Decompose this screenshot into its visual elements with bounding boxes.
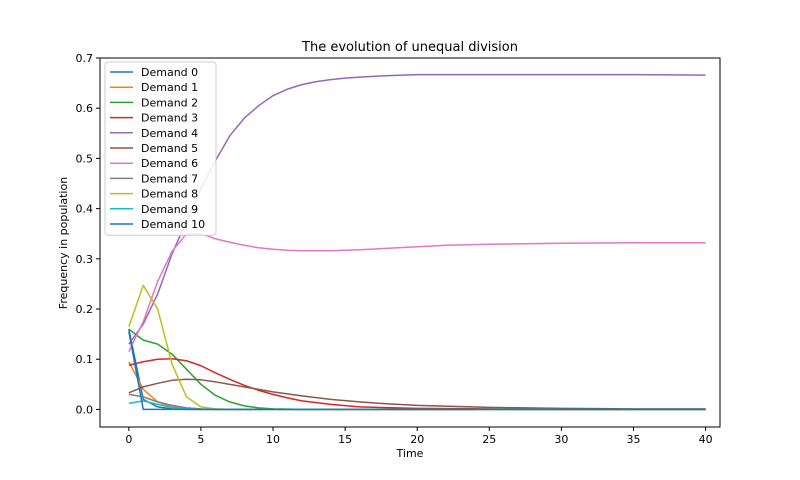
plot-area <box>99 57 721 428</box>
legend-entry: Demand 3 <box>141 112 198 125</box>
legend-entry: Demand 8 <box>141 188 198 201</box>
y-axis: 0.0 0.1 0.2 0.3 0.4 0.5 0.6 0.7 <box>76 52 100 416</box>
y-tick-label: 0.0 <box>76 403 94 416</box>
y-tick-label: 0.6 <box>76 102 94 115</box>
legend-entry: Demand 2 <box>141 96 198 109</box>
legend-entry: Demand 0 <box>141 66 198 79</box>
legend-entry: Demand 10 <box>141 218 205 231</box>
y-tick-label: 0.2 <box>76 303 94 316</box>
legend-entry: Demand 1 <box>141 81 198 94</box>
legend-entry: Demand 9 <box>141 203 198 216</box>
legend: Demand 0 Demand 1 Demand 2 Demand 3 Demand 4… <box>104 61 217 236</box>
y-axis-label: Frequency in population <box>57 177 70 309</box>
x-tick-label: 15 <box>338 433 352 446</box>
series-line-demand-5 <box>128 378 706 410</box>
x-tick-label: 40 <box>699 433 713 446</box>
x-tick-label: 20 <box>410 433 424 446</box>
legend-entry: Demand 6 <box>141 157 198 170</box>
legend-box <box>104 61 217 236</box>
series-line-demand-6 <box>128 232 706 353</box>
series-line-demand-10 <box>128 331 706 411</box>
legend-entry: Demand 4 <box>141 127 198 140</box>
series-layer <box>128 73 706 411</box>
x-tick-label: 0 <box>125 433 132 446</box>
x-tick-label: 25 <box>482 433 496 446</box>
y-tick-label: 0.1 <box>76 353 94 366</box>
x-tick-label: 35 <box>626 433 640 446</box>
x-tick-label: 10 <box>266 433 280 446</box>
y-tick-label: 0.7 <box>76 52 94 65</box>
legend-entry: Demand 5 <box>141 142 198 155</box>
y-tick-label: 0.3 <box>76 253 94 266</box>
x-axis-label: Time <box>396 447 424 460</box>
x-tick-label: 5 <box>197 433 204 446</box>
x-axis: 0 5 10 15 20 25 30 35 40 <box>125 427 713 446</box>
plot-frame <box>99 57 721 428</box>
y-tick-label: 0.5 <box>76 152 94 165</box>
chart-title: The evolution of unequal division <box>301 40 518 55</box>
x-tick-label: 30 <box>554 433 568 446</box>
y-tick-label: 0.4 <box>76 203 94 216</box>
legend-entry: Demand 7 <box>141 172 198 185</box>
